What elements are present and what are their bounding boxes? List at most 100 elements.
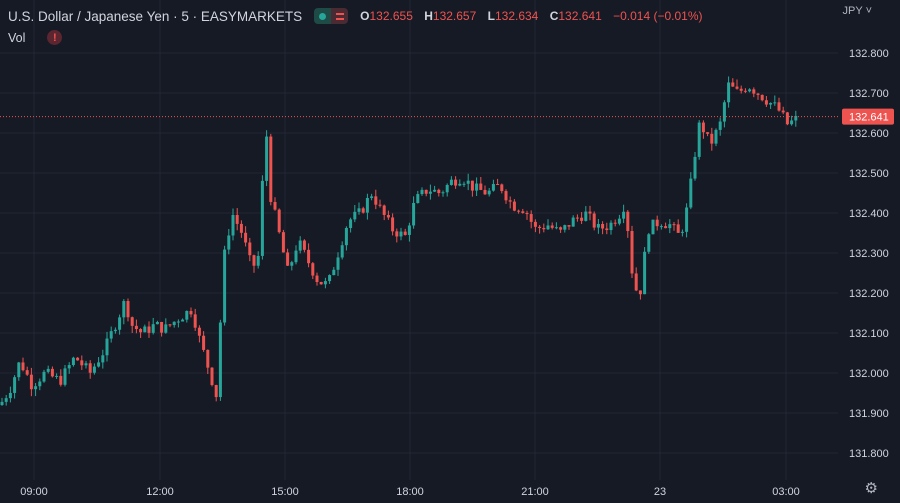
candle xyxy=(113,327,117,334)
candle xyxy=(185,310,189,323)
candle xyxy=(617,214,621,226)
candle xyxy=(416,190,420,204)
candle xyxy=(785,111,789,126)
candle xyxy=(659,224,663,230)
candle xyxy=(437,188,441,197)
candle xyxy=(357,202,361,215)
candle xyxy=(134,319,138,334)
candle xyxy=(630,225,634,279)
candles xyxy=(0,76,798,406)
candle xyxy=(764,95,768,107)
price-tick-label: 131.900 xyxy=(849,408,889,420)
chart-header: U.S. Dollar / Japanese Yen · 5 · EASYMAR… xyxy=(8,6,707,26)
candle xyxy=(428,184,432,200)
price-tick-label: 132.200 xyxy=(849,288,889,300)
candle xyxy=(781,106,785,115)
candle xyxy=(571,215,575,227)
price-tick-label: 132.100 xyxy=(849,328,889,340)
candle xyxy=(441,190,445,197)
candle xyxy=(554,222,558,230)
currency-selector[interactable]: JPY ˅ xyxy=(842,5,872,17)
candle xyxy=(596,219,600,234)
candle xyxy=(790,115,794,126)
candle xyxy=(109,326,113,343)
candle xyxy=(223,245,227,326)
candle xyxy=(25,366,29,376)
price-axis[interactable]: 131.800 131.900 132.000 132.100 132.200 132.3… xyxy=(849,48,889,460)
time-tick-label: 15:00 xyxy=(271,486,299,498)
warning-icon[interactable]: ! xyxy=(47,30,63,45)
candle xyxy=(101,349,105,369)
candle xyxy=(4,394,8,406)
candle xyxy=(777,97,781,112)
candle xyxy=(147,321,151,338)
candle xyxy=(706,132,710,137)
candle xyxy=(517,209,521,214)
candle xyxy=(260,175,264,260)
candle xyxy=(80,355,84,370)
volume-indicator[interactable]: Vol ! xyxy=(8,30,63,45)
candle xyxy=(605,222,609,235)
candle xyxy=(483,185,487,195)
candle xyxy=(130,316,134,333)
candle xyxy=(743,88,747,94)
candle xyxy=(500,183,504,194)
candle xyxy=(63,365,67,387)
candle xyxy=(689,172,693,210)
candle xyxy=(559,226,563,233)
candle xyxy=(407,222,411,242)
candle xyxy=(542,223,546,233)
candle xyxy=(294,245,298,265)
price-tick-label: 132.500 xyxy=(849,168,889,180)
candle xyxy=(399,227,403,241)
candle xyxy=(370,193,374,201)
candle xyxy=(546,219,550,230)
gear-icon[interactable]: ⚙ xyxy=(864,480,878,497)
candle xyxy=(71,356,75,367)
time-axis[interactable]: 09:00 12:00 15:00 18:00 21:00 23 03:00 xyxy=(20,486,800,498)
candle xyxy=(655,215,659,231)
symbol-title[interactable]: U.S. Dollar / Japanese Yen · 5 · EASYMAR… xyxy=(8,8,303,24)
candle xyxy=(256,251,260,269)
candle xyxy=(29,367,33,397)
candle xyxy=(769,102,773,109)
candle xyxy=(760,94,764,102)
candle xyxy=(424,189,428,197)
ohlc-low: L132.634 xyxy=(487,9,539,23)
market-open-icon[interactable] xyxy=(314,8,332,24)
candle xyxy=(470,180,474,197)
candle xyxy=(353,204,357,223)
candle xyxy=(584,206,588,222)
candle xyxy=(349,217,353,233)
candle xyxy=(290,260,294,271)
market-status-toggle[interactable] xyxy=(314,8,349,24)
chart-style-icon[interactable] xyxy=(331,8,349,24)
price-tick-label: 132.800 xyxy=(849,48,889,60)
candle xyxy=(433,185,437,193)
candle xyxy=(685,203,689,238)
candle xyxy=(512,199,516,212)
candle xyxy=(668,219,672,234)
candle xyxy=(319,281,323,285)
candle xyxy=(731,78,735,87)
price-tick-label: 132.300 xyxy=(849,248,889,260)
candle xyxy=(344,226,348,251)
candle xyxy=(0,397,4,406)
candle xyxy=(588,205,592,221)
candle xyxy=(105,331,109,362)
candle xyxy=(794,110,798,127)
candle xyxy=(454,176,458,189)
candle xyxy=(155,320,159,325)
candle xyxy=(315,272,319,286)
candle xyxy=(773,95,777,106)
price-tick-label: 132.700 xyxy=(849,88,889,100)
candle xyxy=(273,197,277,211)
candle xyxy=(395,228,399,243)
candle xyxy=(248,237,252,262)
candle xyxy=(462,181,466,187)
candle xyxy=(601,221,605,235)
candle xyxy=(748,88,752,93)
ohlc-high: H132.657 xyxy=(424,9,477,23)
candle xyxy=(336,252,340,276)
